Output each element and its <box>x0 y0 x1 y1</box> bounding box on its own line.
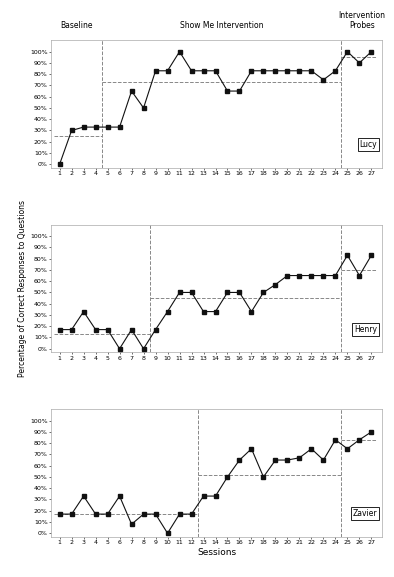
Text: Lucy: Lucy <box>360 140 377 149</box>
Text: Zavier: Zavier <box>353 509 377 518</box>
Y-axis label: Percentage of Correct Responses to Questions: Percentage of Correct Responses to Quest… <box>19 200 27 377</box>
Text: Baseline: Baseline <box>60 21 93 30</box>
Text: Intervention
Probes: Intervention Probes <box>338 11 385 30</box>
X-axis label: Sessions: Sessions <box>197 548 236 557</box>
Text: Show Me Intervention: Show Me Intervention <box>180 21 263 30</box>
Text: Henry: Henry <box>354 325 377 334</box>
